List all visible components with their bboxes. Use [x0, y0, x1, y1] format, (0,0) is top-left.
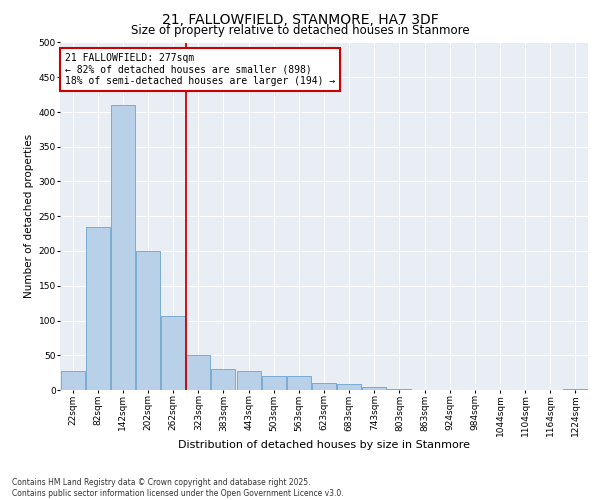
Bar: [61, 370, 85, 390]
Bar: [86, 226, 110, 390]
Bar: [337, 384, 361, 390]
Text: Contains HM Land Registry data © Crown copyright and database right 2025.
Contai: Contains HM Land Registry data © Crown c…: [12, 478, 344, 498]
Bar: [287, 376, 311, 390]
Bar: [312, 383, 336, 390]
Bar: [111, 105, 135, 390]
Text: Size of property relative to detached houses in Stanmore: Size of property relative to detached ho…: [131, 24, 469, 37]
Bar: [161, 316, 185, 390]
Bar: [262, 376, 286, 390]
Bar: [211, 369, 235, 390]
Bar: [187, 355, 210, 390]
Bar: [136, 251, 160, 390]
X-axis label: Distribution of detached houses by size in Stanmore: Distribution of detached houses by size …: [178, 440, 470, 450]
Bar: [236, 371, 260, 390]
Text: 21, FALLOWFIELD, STANMORE, HA7 3DF: 21, FALLOWFIELD, STANMORE, HA7 3DF: [161, 12, 439, 26]
Text: 21 FALLOWFIELD: 277sqm
← 82% of detached houses are smaller (898)
18% of semi-de: 21 FALLOWFIELD: 277sqm ← 82% of detached…: [65, 53, 335, 86]
Y-axis label: Number of detached properties: Number of detached properties: [25, 134, 34, 298]
Bar: [362, 386, 386, 390]
